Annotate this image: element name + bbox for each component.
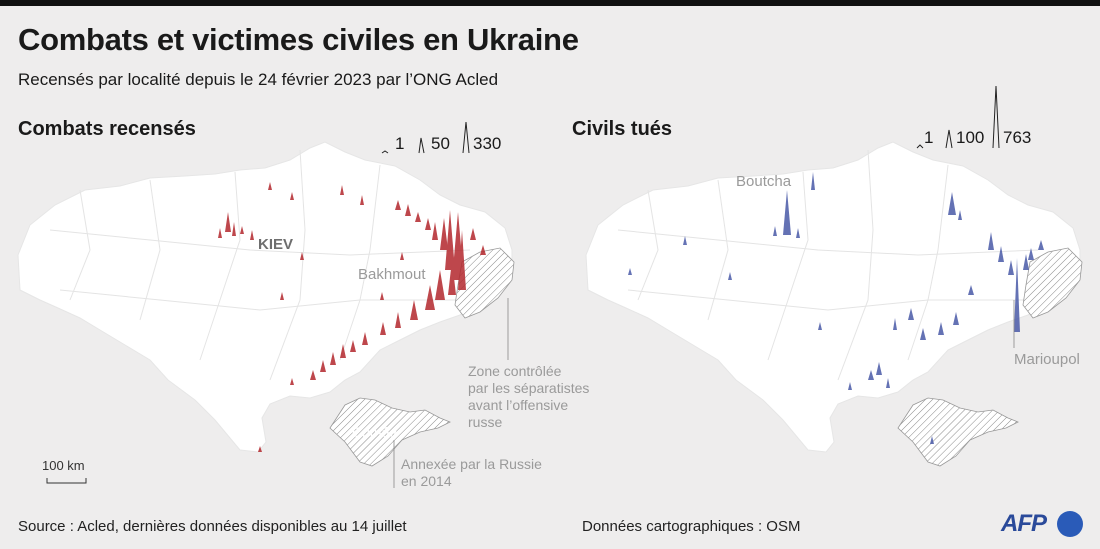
civilian-spikes <box>628 172 1044 444</box>
scale-label: 100 km <box>42 458 85 473</box>
svg-text:en 2014: en 2014 <box>401 473 452 489</box>
scale-bar <box>46 478 87 484</box>
legend-combats-mid: 50 <box>431 134 450 153</box>
annexed-note: Annexée par la Russie en 2014 <box>401 456 542 489</box>
separatist-note: Zone contrôlée par les séparatistes avan… <box>468 363 589 430</box>
panel-title-civils: Civils tués <box>572 118 673 140</box>
crimea-left <box>329 397 451 467</box>
label-crimee: Crimée <box>352 424 397 440</box>
afp-logo-text: AFP <box>1001 510 1047 537</box>
svg-text:Zone contrôlée: Zone contrôlée <box>468 363 562 379</box>
legend-civils-min: 1 <box>924 128 934 147</box>
oblast-borders-left <box>49 149 471 381</box>
legend-combats-spikes <box>381 121 470 154</box>
crimea-right <box>897 397 1019 467</box>
source-note: Source : Acled, dernières données dispon… <box>18 518 407 535</box>
ukraine-shape-left <box>17 141 513 453</box>
map-combats: KIEV Bakhmout Crimée Zone contrôlée par … <box>17 141 589 489</box>
afp-logo-dot <box>1057 511 1083 537</box>
legend-civils-max: 763 <box>1003 128 1032 147</box>
panel-title-combats: Combats recensés <box>18 118 196 140</box>
svg-text:avant l’offensive: avant l’offensive <box>468 397 568 413</box>
label-boutcha: Boutcha <box>736 173 792 190</box>
svg-text:Annexée par la Russie: Annexée par la Russie <box>401 456 542 472</box>
page-title: Combats et victimes civiles en Ukraine <box>18 22 579 57</box>
page-subtitle: Recensés par localité depuis le 24 févri… <box>18 70 499 89</box>
legend-combats-min: 1 <box>395 134 405 153</box>
separatist-zone-right <box>1022 247 1083 319</box>
svg-text:par les séparatistes: par les séparatistes <box>468 380 589 396</box>
legend-civils-mid: 100 <box>956 128 985 147</box>
ukraine-shape-right <box>585 141 1081 453</box>
label-kiev: KIEV <box>258 236 293 253</box>
top-bar <box>0 0 1100 6</box>
label-bakhmout: Bakhmout <box>358 266 426 283</box>
combat-spikes <box>218 182 486 452</box>
separatist-zone-left <box>454 247 515 319</box>
legend-civils-spikes <box>916 85 1000 149</box>
label-marioupol: Marioupol <box>1014 351 1080 368</box>
map-credit: Données cartographiques : OSM <box>582 518 801 535</box>
map-civils: Boutcha Marioupol <box>585 141 1083 467</box>
oblast-borders-right <box>617 149 1039 381</box>
svg-text:russe: russe <box>468 414 502 430</box>
legend-combats-max: 330 <box>473 134 502 153</box>
